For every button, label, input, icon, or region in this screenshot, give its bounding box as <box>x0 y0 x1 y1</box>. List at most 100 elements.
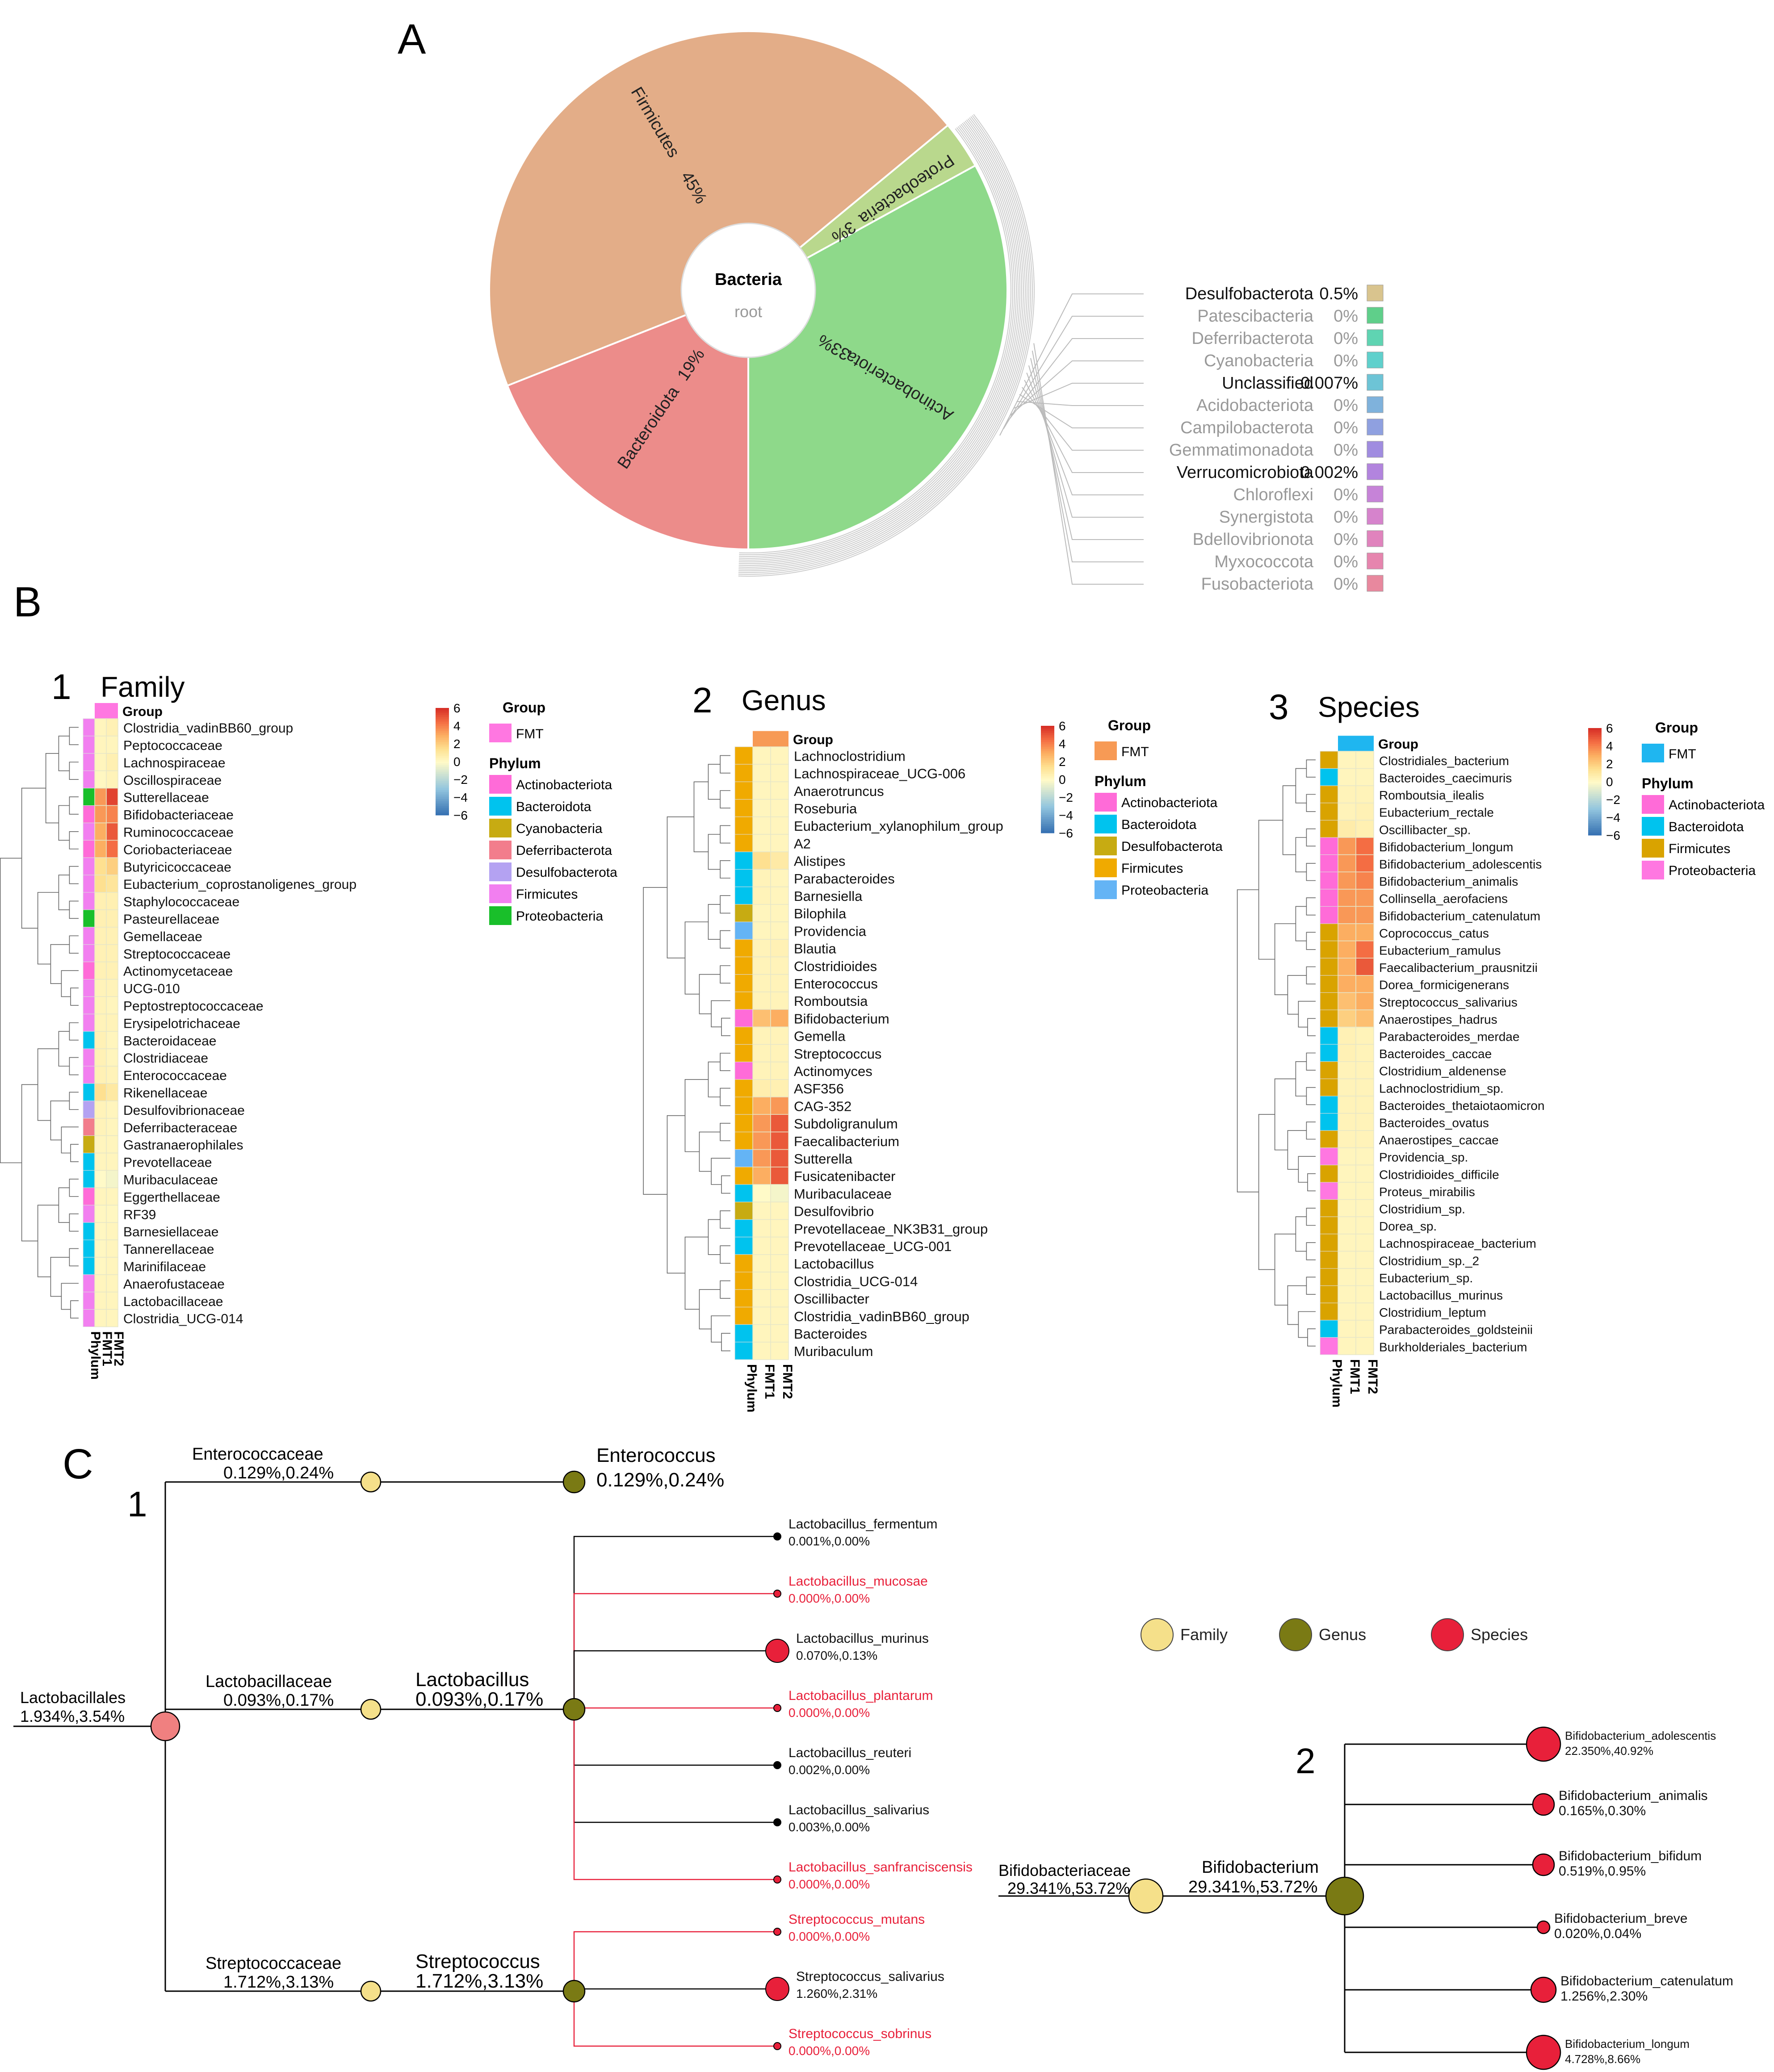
legend-group-title: Group <box>1108 717 1151 733</box>
heat-cell <box>1338 1044 1356 1062</box>
heat-cell <box>1338 837 1356 855</box>
heat-cell <box>1355 820 1374 838</box>
legend-phylum-swatch <box>489 797 512 816</box>
heat-cell <box>752 1097 771 1115</box>
dendrogram-branch <box>1258 820 1283 960</box>
phylum-cell <box>734 1097 753 1115</box>
legend-phylum-pct: 0% <box>1334 441 1358 460</box>
color-scale-step <box>1041 735 1054 737</box>
heat-cell <box>752 816 771 835</box>
heat-cell <box>752 1044 771 1063</box>
heatmap-row-label: Lactobacillaceae <box>123 1294 223 1309</box>
phylum-cell <box>83 822 95 841</box>
color-scale-step <box>436 813 449 816</box>
heatmap-row-label: ASF356 <box>794 1081 844 1097</box>
tree-branch <box>573 1650 777 1709</box>
color-scale-step <box>436 733 449 735</box>
heat-cell <box>1338 1199 1356 1217</box>
heatmap-row-label: Romboutsia <box>794 993 868 1009</box>
color-scale-step <box>1588 753 1602 755</box>
heatmap-row-label: Bifidobacteriaceae <box>123 808 234 823</box>
legend-swatch <box>1367 508 1384 525</box>
genus-pct: 0.093%,0.17% <box>415 1688 543 1710</box>
legend-phylum-pct: 0.5% <box>1319 285 1358 303</box>
dendrogram-branch <box>720 1088 730 1106</box>
heat-cell <box>94 996 107 1015</box>
heatmap-row-label: Sutterella <box>794 1151 853 1167</box>
dendrogram-branch <box>1306 1277 1316 1295</box>
phylum-cell <box>1320 906 1338 924</box>
heat-cell <box>752 1061 771 1080</box>
heat-cell <box>1355 1234 1374 1252</box>
heatmap-row-label: Streptococcaceae <box>123 947 231 962</box>
color-scale-step <box>436 740 449 742</box>
legend-phylum-name: Cyanobacteria <box>516 821 603 836</box>
heat-cell <box>106 961 118 980</box>
color-scale-step <box>436 744 449 746</box>
heat-cell <box>1338 803 1356 821</box>
heat-cell <box>1338 1337 1356 1355</box>
legend-phylum-swatch <box>1095 815 1117 833</box>
legend-swatch <box>1367 419 1384 435</box>
heat-cell <box>752 764 771 783</box>
color-scale-step <box>1041 799 1054 801</box>
phylum-cell <box>83 1013 95 1032</box>
heatmap-row-label: Bacteroides_ovatus <box>1379 1116 1489 1130</box>
minor-phylum-arc <box>738 121 1022 565</box>
heat-cell <box>1355 785 1374 804</box>
heat-cell <box>1355 1096 1374 1114</box>
heat-cell <box>770 1342 789 1360</box>
heatmap-row-label: Alistipes <box>794 854 845 869</box>
tree-branch <box>573 1709 777 1823</box>
heatmap-row-label: Anaerostipes_caccae <box>1379 1133 1499 1147</box>
dendrogram-branch <box>69 866 79 884</box>
heat-cell <box>770 781 789 800</box>
dendrogram-branch <box>721 1017 730 1036</box>
color-scale-step <box>1041 772 1054 774</box>
heatmap-row-label: Ruminococcaceae <box>123 825 234 840</box>
heat-cell <box>106 787 118 806</box>
legend-phylum-pct: 0% <box>1334 307 1358 326</box>
color-scale-step <box>1041 804 1054 807</box>
minor-phylum-arc <box>738 123 1020 562</box>
heat-cell <box>94 1274 107 1293</box>
legend-phylum-pct: 0% <box>1334 352 1358 370</box>
heatmap-title: Species <box>1318 691 1420 723</box>
color-scale-step <box>1588 810 1602 812</box>
species-node <box>773 2042 781 2050</box>
heat-cell <box>1338 1320 1356 1338</box>
color-scale-step <box>1041 765 1054 767</box>
legend-phylum-name: Fusobacteriota <box>1201 575 1314 594</box>
heat-cell <box>1338 1130 1356 1148</box>
dendrogram-branch <box>711 1000 730 1027</box>
color-scale-step <box>1588 771 1602 773</box>
heatmap-column-label: FMT1 <box>100 1331 114 1366</box>
heatmap-row-label: Roseburia <box>794 801 857 816</box>
legend-phylum-pct: 0% <box>1334 396 1358 415</box>
dendrogram-branch <box>1306 1052 1316 1071</box>
legend-phylum-name: Bacteroidota <box>516 799 591 814</box>
dendrogram-branch <box>1237 889 1259 1193</box>
heat-cell <box>1355 1026 1374 1045</box>
heat-cell <box>770 816 789 835</box>
phylum-cell <box>83 962 95 980</box>
heatmap-row-label: Sutterellaceae <box>123 791 209 805</box>
phylum-cell <box>734 851 753 870</box>
heat-cell <box>752 1079 771 1097</box>
dendrogram-branch <box>720 965 730 984</box>
dendrogram-branch <box>69 762 79 780</box>
heat-cell <box>106 1222 118 1240</box>
dendrogram-branch <box>721 1175 730 1194</box>
phylum-cell <box>734 816 753 835</box>
heat-cell <box>770 904 789 922</box>
heatmap-row-label: Subdoligranulum <box>794 1116 898 1132</box>
panel-b-label: B <box>13 578 42 626</box>
heat-cell <box>752 851 771 870</box>
dendrogram-branch <box>61 970 79 997</box>
legend-leader-line <box>1030 358 1144 540</box>
heat-cell <box>1355 768 1374 786</box>
phylum-cell <box>734 887 753 905</box>
species-node <box>773 1761 781 1769</box>
